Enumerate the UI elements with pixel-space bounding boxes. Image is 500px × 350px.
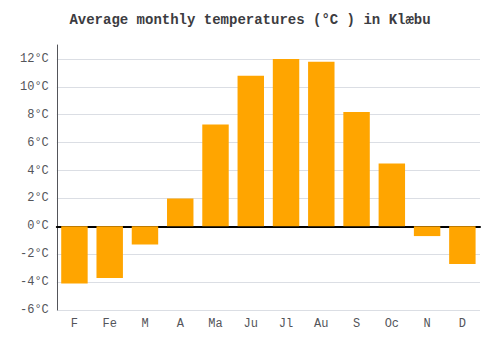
svg-text:D: D <box>459 317 466 331</box>
svg-text:10°C: 10°C <box>20 80 49 94</box>
svg-text:8°C: 8°C <box>27 108 49 122</box>
svg-text:-4°C: -4°C <box>20 275 49 289</box>
svg-text:S: S <box>353 317 360 331</box>
svg-text:Ju: Ju <box>244 317 258 331</box>
svg-text:N: N <box>423 317 430 331</box>
svg-text:A: A <box>177 317 185 331</box>
svg-text:F: F <box>71 317 78 331</box>
svg-text:Au: Au <box>314 317 328 331</box>
svg-text:Average monthly temperatures (: Average monthly temperatures (°C ) in Kl… <box>69 12 430 28</box>
svg-text:4°C: 4°C <box>27 164 49 178</box>
svg-text:Ma: Ma <box>208 317 222 331</box>
svg-text:12°C: 12°C <box>20 52 49 66</box>
svg-text:Fe: Fe <box>103 317 117 331</box>
svg-text:2°C: 2°C <box>27 191 49 205</box>
svg-text:Oc: Oc <box>385 317 399 331</box>
svg-text:M: M <box>141 317 148 331</box>
svg-text:0°C: 0°C <box>27 219 49 233</box>
svg-text:-6°C: -6°C <box>20 303 49 317</box>
svg-text:Jl: Jl <box>279 317 293 331</box>
svg-text:-2°C: -2°C <box>20 247 49 261</box>
svg-text:6°C: 6°C <box>27 136 49 150</box>
